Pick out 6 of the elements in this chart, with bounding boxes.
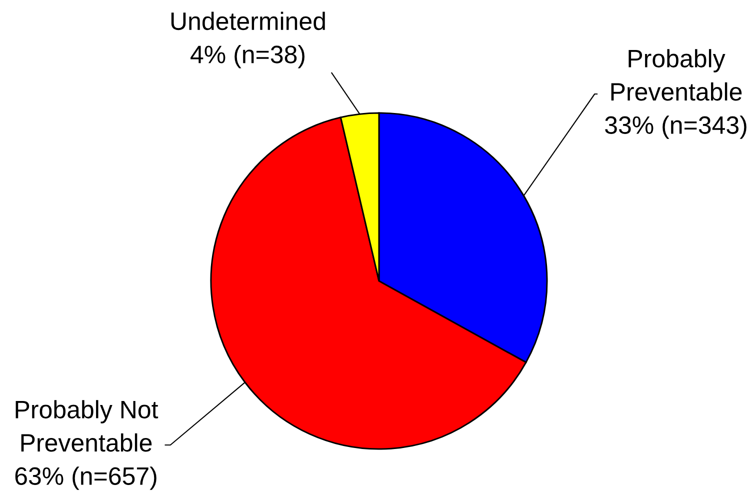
data-label: 63% (n=657) [15, 466, 156, 490]
slice-label: Undetermined [171, 12, 325, 30]
data-label: 33% (n=343) [605, 116, 746, 139]
data-label: 4% (n=38) [190, 44, 304, 68]
slice-label: Probably Not Preventable [16, 400, 158, 452]
slice-label: Probably Preventable [611, 49, 742, 101]
